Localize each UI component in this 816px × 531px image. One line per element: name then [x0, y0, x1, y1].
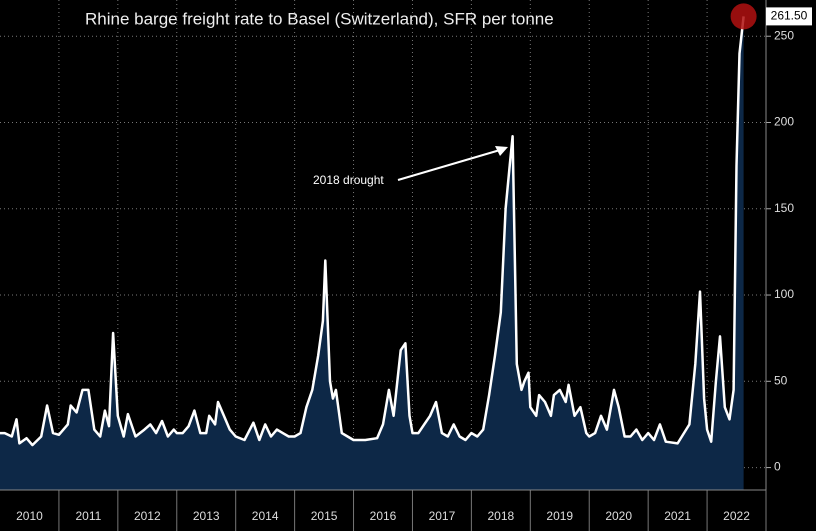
y-tick-label: 0 [774, 460, 781, 474]
y-tick-label: 250 [774, 28, 794, 42]
arrow-head [495, 146, 508, 156]
x-tick-label: 2016 [370, 509, 397, 523]
value-label-box [766, 7, 812, 26]
x-tick-label: 2015 [311, 509, 338, 523]
x-tick-label: 2019 [546, 509, 573, 523]
y-tick-label: 50 [774, 373, 788, 387]
x-tick-label: 2020 [605, 509, 632, 523]
chart-title: Rhine barge freight rate to Basel (Switz… [85, 9, 554, 28]
x-tick-label: 2012 [134, 509, 161, 523]
value-label: 261.50 [771, 9, 808, 23]
x-tick-label: 2021 [664, 509, 691, 523]
x-tick-label: 2013 [193, 509, 220, 523]
annotation-arrow [397, 149, 501, 181]
last-marker [730, 3, 757, 30]
plot-area [0, 0, 767, 491]
x-tick-label: 2017 [429, 509, 456, 523]
annotation: 2018 drought [313, 173, 384, 187]
x-tick-label: 2018 [487, 509, 514, 523]
y-tick-label: 100 [774, 287, 794, 301]
x-tick-label: 2010 [16, 509, 43, 523]
y-tick-label: 200 [774, 115, 794, 129]
y-tick-label: 150 [774, 201, 794, 215]
line [0, 16, 745, 447]
x-tick-label: 2014 [252, 509, 279, 523]
x-tick-label: 2022 [723, 509, 750, 523]
x-tick-label: 2011 [75, 509, 101, 523]
